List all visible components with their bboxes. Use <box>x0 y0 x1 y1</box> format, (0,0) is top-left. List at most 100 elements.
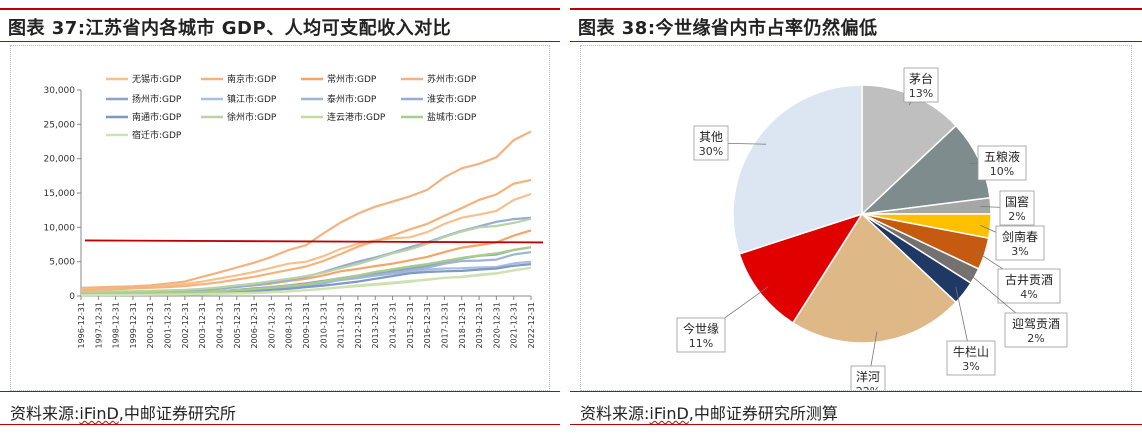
slice-pct: 10% <box>990 165 1014 178</box>
slice-name: 国窖 <box>1005 194 1029 209</box>
slice-pct: 30% <box>699 145 723 158</box>
x-tick-label: 1998-12-31 <box>112 302 121 349</box>
pie-slices <box>732 84 992 344</box>
slice-name: 五粮液 <box>984 149 1020 164</box>
reference-line <box>84 239 544 244</box>
x-tick-label: 2018-12-31 <box>458 302 467 349</box>
top-rule <box>0 8 560 10</box>
y-tick-label: 30,000 <box>44 86 76 96</box>
slice-name: 剑南春 <box>1002 229 1038 244</box>
slice-pct: 3% <box>962 360 979 373</box>
label-box <box>997 268 1061 304</box>
bottom-rule <box>0 391 560 392</box>
x-tick-label: 2017-12-31 <box>440 302 449 349</box>
legend-label: 南京市:GDP <box>227 73 277 85</box>
label-box <box>977 145 1027 181</box>
line-chart: 无锡市:GDP 南京市:GDP 常州市:GDP 苏州市:GDP 扬州市:GDP 镇江市:G… <box>44 73 544 349</box>
label-box <box>995 225 1045 261</box>
slice-pct: 2% <box>1027 332 1044 345</box>
legend-label: 徐州市:GDP <box>227 111 277 123</box>
slice-name: 古井贡酒 <box>1005 272 1053 287</box>
label-box <box>946 340 996 376</box>
line-series <box>80 130 544 297</box>
x-tick-label: 2009-12-31 <box>302 302 311 349</box>
series-line <box>80 178 532 292</box>
slice-pct: 22% <box>856 385 880 390</box>
x-tick-label: 2010-12-31 <box>319 302 328 349</box>
y-tick-label: 25,000 <box>44 120 76 130</box>
x-tick-label: 2007-12-31 <box>267 302 276 349</box>
legend-label: 盐城市:GDP <box>427 111 477 123</box>
series-line <box>80 192 532 291</box>
source-label: 资料来源: <box>580 404 650 423</box>
series-line <box>80 217 532 294</box>
x-tick-label: 2011-12-31 <box>337 302 346 349</box>
pie-chart-frame: 茅台13%五粮液10%国窖2%剑南春3%古井贡酒4%迎驾贡酒2%牛栏山3%洋河2… <box>580 45 1132 401</box>
right-source: 资料来源:iFinD,中邮证券研究所测算 <box>580 400 838 424</box>
legend-label: 泰州市:GDP <box>327 93 377 105</box>
pie-slice <box>738 212 864 324</box>
x-tick-label: 2013-12-31 <box>371 302 380 349</box>
bottom-rule-2 <box>570 424 1142 425</box>
legend-label: 苏州市:GDP <box>427 73 477 85</box>
pie-chart: 茅台13%五粮液10%国窖2%剑南春3%古井贡酒4%迎驾贡酒2%牛栏山3%洋河2… <box>676 67 1068 401</box>
slice-name: 今世缘 <box>683 321 719 336</box>
slice-pct: 13% <box>909 87 933 100</box>
slice-name: 迎驾贡酒 <box>1012 317 1060 331</box>
series-line <box>80 130 532 289</box>
x-tick-label: 2003-12-31 <box>198 302 207 349</box>
pie-labels: 茅台13%五粮液10%国窖2%剑南春3%古井贡酒4%迎驾贡酒2%牛栏山3%洋河2… <box>676 67 1068 401</box>
legend-label: 连云港市:GDP <box>327 111 386 123</box>
source-rest: ,中邮证券研究所测算 <box>688 404 838 423</box>
label-box <box>1004 312 1068 348</box>
bottom-rule-2 <box>0 424 560 425</box>
label-box <box>903 67 939 103</box>
legend-label: 常州市:GDP <box>327 73 377 85</box>
label-box <box>999 190 1035 226</box>
x-tick-label: 2015-12-31 <box>406 302 415 349</box>
slice-pct: 3% <box>1011 245 1028 258</box>
slice-pct: 11% <box>689 337 713 350</box>
x-tick-label: 2001-12-31 <box>164 302 173 349</box>
left-source: 资料来源:iFinD,中邮证券研究所 <box>10 400 236 424</box>
x-tick-label: 2006-12-31 <box>250 302 259 349</box>
figure-37-title: 图表 37:江苏省内各城市 GDP、人均可支配收入对比 <box>8 18 452 39</box>
y-tick-label: 0 <box>69 292 75 302</box>
x-tick-label: 1997-12-31 <box>94 302 103 349</box>
x-tick-label: 2002-12-31 <box>181 302 190 349</box>
y-tick-label: 10,000 <box>44 223 76 233</box>
slice-pct: 2% <box>1008 210 1025 223</box>
legend-label: 扬州市:GDP <box>132 93 182 105</box>
label-box <box>693 125 729 161</box>
legend-label: 镇江市:GDP <box>227 93 277 105</box>
x-tick-label: 1996-12-31 <box>77 302 86 349</box>
figure-38-title: 图表 38:今世缘省内市占率仍然偏低 <box>578 18 878 39</box>
source-label: 资料来源: <box>10 404 80 423</box>
pie-slice <box>732 84 863 255</box>
legend-label: 南通市:GDP <box>132 111 182 123</box>
x-tick-label: 2021-12-31 <box>510 302 519 349</box>
x-tick-label: 2004-12-31 <box>215 302 224 349</box>
y-tick-label: 5,000 <box>49 258 75 268</box>
title-rule <box>570 41 1142 42</box>
line-legend: 无锡市:GDP 南京市:GDP 常州市:GDP 苏州市:GDP 扬州市:GDP 镇江市:G… <box>106 73 477 141</box>
legend-label: 宿迁市:GDP <box>132 129 182 141</box>
slice-pct: 4% <box>1020 288 1037 301</box>
legend-label: 无锡市:GDP <box>132 73 182 85</box>
series-line <box>80 246 532 295</box>
line-chart-frame: 无锡市:GDP 南京市:GDP 常州市:GDP 苏州市:GDP 扬州市:GDP 镇江市:G… <box>10 45 550 391</box>
pie-slice <box>791 212 958 344</box>
slice-name: 茅台 <box>909 71 933 86</box>
bottom-rule <box>570 391 1142 392</box>
x-tick-label: 2000-12-31 <box>146 302 155 349</box>
x-tick-label: 2020-12-31 <box>492 302 501 349</box>
series-line <box>80 266 532 297</box>
y-tick-label: 15,000 <box>44 189 76 199</box>
top-rule <box>570 8 1142 10</box>
label-box <box>676 317 726 353</box>
source-ifind: iFinD <box>649 404 689 423</box>
left-panel: 图表 37:江苏省内各城市 GDP、人均可支配收入对比 无锡市:GDP 南京市:G… <box>0 0 560 425</box>
x-tick-label: 2005-12-31 <box>233 302 242 349</box>
y-tick-label: 20,000 <box>44 155 76 165</box>
x-tick-label: 2022-12-31 <box>527 302 536 349</box>
